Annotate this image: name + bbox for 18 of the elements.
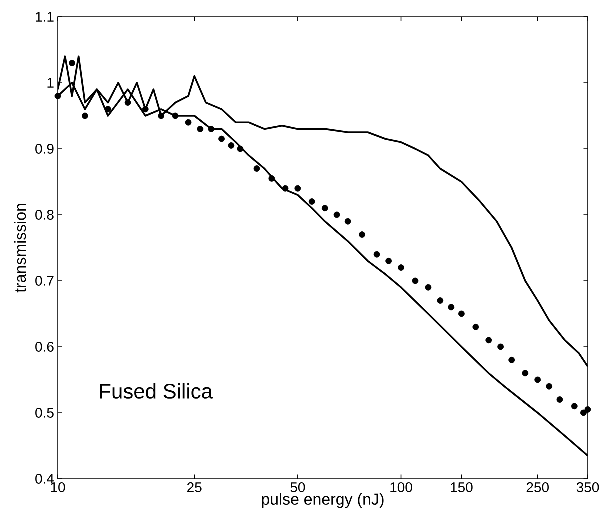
y-tick-label: 0.9 <box>36 144 54 154</box>
x-tick-label: 50 <box>290 482 306 492</box>
x-axis-title: pulse energy (nJ) <box>262 493 384 508</box>
x-tick-label: 250 <box>526 482 549 492</box>
y-tick-label: 0.4 <box>36 474 54 484</box>
y-tick-label: 0.5 <box>36 408 54 418</box>
y-tick-label: 0.6 <box>36 342 54 352</box>
y-axis-title: transmission <box>14 204 26 293</box>
y-tick-label: 1 <box>48 78 54 88</box>
y-tick-label: 1.1 <box>36 12 54 22</box>
x-tick-label: 100 <box>390 482 412 492</box>
annotation: Fused Silica <box>100 384 213 399</box>
y-tick-label: 0.8 <box>36 210 54 220</box>
x-tick-label: 25 <box>188 482 202 492</box>
x-tick-label: 10 <box>51 482 66 492</box>
x-tick-label: 150 <box>451 482 473 492</box>
x-tick-label: 350 <box>576 482 600 492</box>
y-tick-label: 0.7 <box>36 276 54 286</box>
